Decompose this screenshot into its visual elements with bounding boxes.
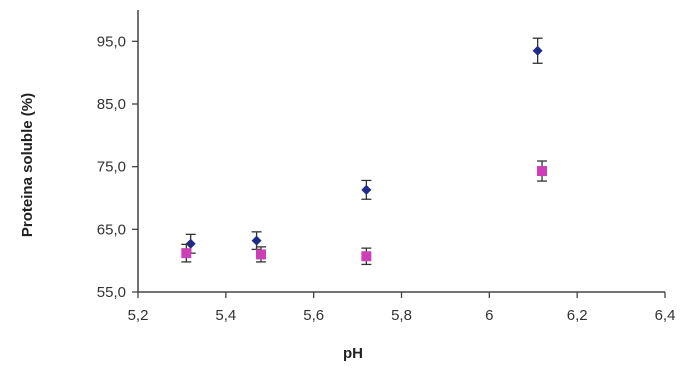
data-point-square xyxy=(255,249,266,260)
data-point-square xyxy=(361,251,372,262)
axes xyxy=(132,10,666,298)
y-axis-label: Proteina soluble (%) xyxy=(19,93,36,237)
data-marks xyxy=(181,37,548,266)
data-point-diamond xyxy=(532,45,543,56)
x-tick-label: 6 xyxy=(485,307,493,324)
data-point-diamond xyxy=(361,184,372,195)
x-tick-label: 6,2 xyxy=(567,307,588,324)
y-tick-label: 85,0 xyxy=(97,96,126,113)
tick-labels: 55,0 65,0 75,0 85,0 95,0 5,2 5,4 5,6 5,8 6 6,2 6,4 xyxy=(97,33,676,324)
data-point-square xyxy=(181,248,192,259)
y-tick-label: 95,0 xyxy=(97,33,126,50)
y-tick-label: 75,0 xyxy=(97,159,126,176)
y-tick-label: 65,0 xyxy=(97,221,126,238)
x-axis-label: pH xyxy=(343,345,363,362)
x-tick-label: 5,8 xyxy=(391,307,412,324)
x-tick-label: 5,2 xyxy=(128,307,149,324)
x-tick-label: 5,4 xyxy=(215,307,236,324)
x-tick-label: 6,4 xyxy=(655,307,676,324)
x-tick-label: 5,6 xyxy=(303,307,324,324)
data-point-square xyxy=(537,166,548,177)
y-tick-label: 55,0 xyxy=(97,284,126,301)
data-point-diamond xyxy=(251,235,262,246)
